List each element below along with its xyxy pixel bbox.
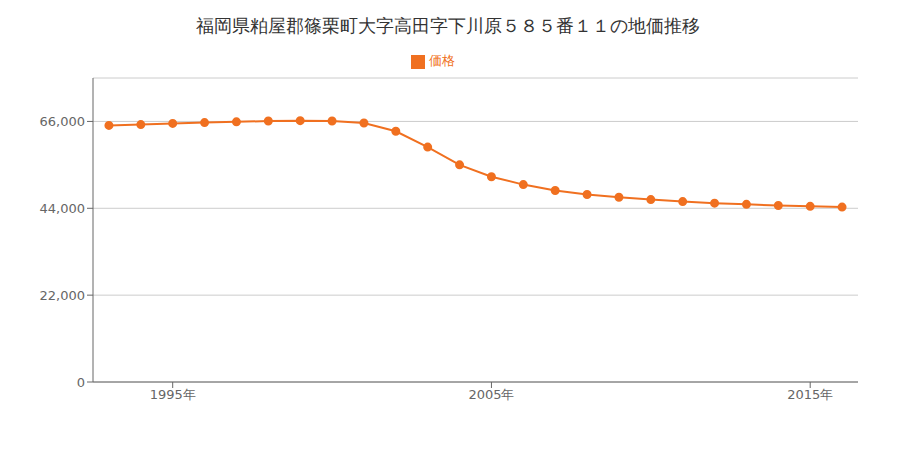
- svg-text:0: 0: [77, 375, 85, 390]
- svg-text:66,000: 66,000: [40, 114, 86, 129]
- svg-text:2005年: 2005年: [468, 387, 514, 402]
- svg-text:44,000: 44,000: [40, 201, 86, 216]
- html-text:価格: 価格: [429, 53, 455, 68]
- svg-text:1995年: 1995年: [150, 387, 196, 402]
- html-text:福岡県粕屋郡篠栗町大字高田字下川原５８５番１１の地価推移: 福岡県粕屋郡篠栗町大字高田字下川原５８５番１１の地価推移: [196, 15, 700, 36]
- svg-text:22,000: 22,000: [40, 288, 86, 303]
- svg-text:2015年: 2015年: [787, 387, 833, 402]
